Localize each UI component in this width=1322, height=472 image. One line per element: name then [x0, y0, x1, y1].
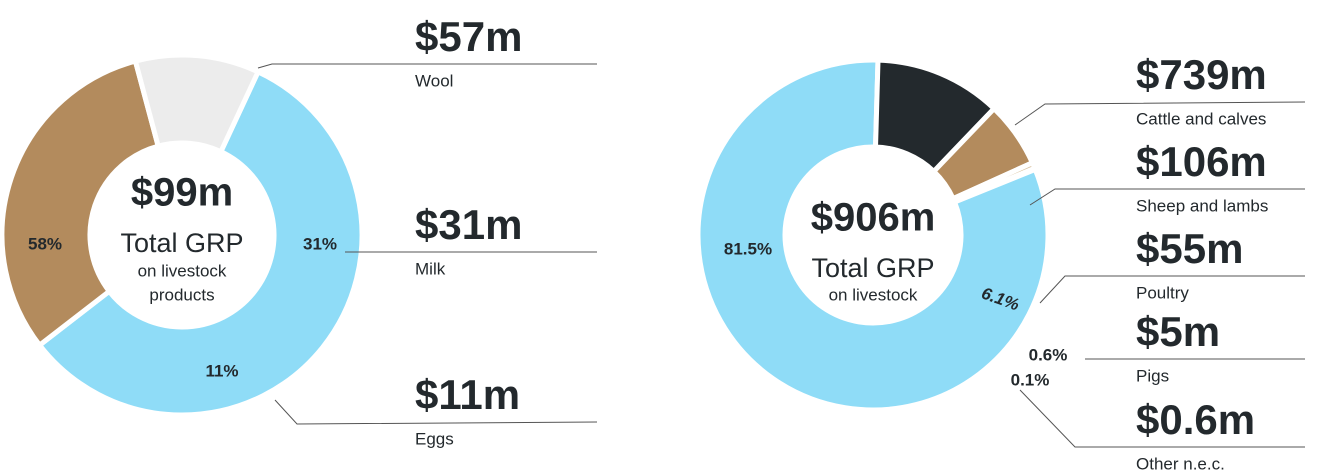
percent-label: 0.1% [1011, 370, 1050, 389]
percent-label: 58% [28, 234, 62, 253]
category-label: Cattle and calves [1136, 109, 1266, 128]
leader-line [1039, 275, 1305, 304]
category-label: Pigs [1136, 366, 1169, 385]
value-label: $57m [415, 13, 522, 60]
center-subtitle: on livestock [829, 285, 918, 304]
value-label: $739m [1136, 51, 1267, 98]
center-title: Total GRP [120, 228, 243, 258]
percent-label: 0.6% [1029, 345, 1068, 364]
center-subtitle: products [149, 285, 214, 304]
donut-slice [0, 58, 162, 349]
leader-line [257, 63, 597, 69]
donut-slice [36, 68, 365, 418]
category-label: Poultry [1136, 283, 1189, 302]
category-label: Milk [415, 259, 446, 278]
leader-line [274, 399, 598, 425]
percent-label: 31% [303, 234, 337, 253]
donut-slice [695, 57, 1051, 413]
center-title: Total GRP [811, 253, 934, 283]
category-label: Sheep and lambs [1136, 196, 1268, 215]
percent-label: 11% [205, 361, 238, 380]
center-total: $99m [131, 171, 233, 215]
center-subtitle: on livestock [138, 261, 227, 280]
leader-line [1014, 101, 1306, 126]
value-label: $55m [1136, 225, 1243, 272]
category-label: Eggs [415, 429, 454, 448]
leader-line [1019, 389, 1305, 448]
value-label: $0.6m [1136, 396, 1255, 443]
leader-line [1029, 188, 1305, 206]
percent-label: 81.5% [724, 239, 772, 258]
center-total: $906m [811, 196, 936, 240]
value-label: $5m [1136, 308, 1220, 355]
donut-slice [951, 165, 1039, 206]
value-label: $31m [415, 201, 522, 248]
category-label: Other n.e.c. [1136, 454, 1225, 472]
category-label: Wool [415, 71, 453, 90]
donut-slice [132, 52, 262, 155]
value-label: $11m [415, 371, 520, 418]
value-label: $106m [1136, 138, 1267, 185]
